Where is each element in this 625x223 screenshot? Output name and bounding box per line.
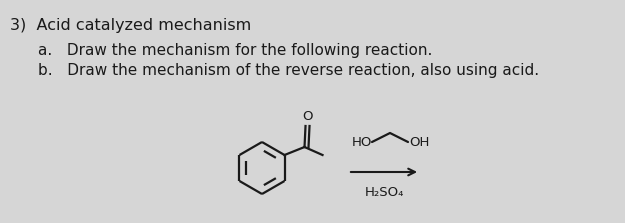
Text: b.   Draw the mechanism of the reverse reaction, also using acid.: b. Draw the mechanism of the reverse rea… [38, 63, 539, 78]
Text: a.   Draw the mechanism for the following reaction.: a. Draw the mechanism for the following … [38, 43, 432, 58]
Text: 3)  Acid catalyzed mechanism: 3) Acid catalyzed mechanism [10, 18, 251, 33]
Text: O: O [302, 111, 312, 124]
Text: H₂SO₄: H₂SO₄ [364, 186, 404, 199]
Text: HO: HO [352, 136, 372, 149]
Text: OH: OH [409, 136, 429, 149]
